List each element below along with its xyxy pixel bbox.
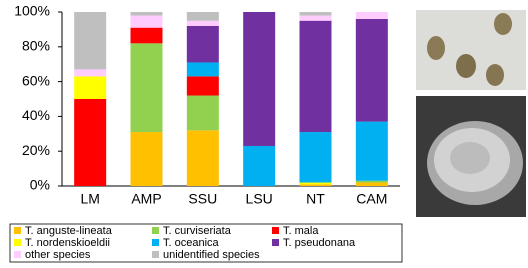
- photo-bottom: [416, 96, 526, 217]
- bar-segment: [243, 12, 275, 146]
- legend-swatch: [152, 227, 159, 234]
- legend-swatch: [272, 239, 279, 246]
- figure: 0% 20% 40% 60% 80% 100% LM AMP SSU LSU NT CAM T. ang…: [0, 0, 528, 263]
- y-tick-label: 0%: [30, 177, 50, 193]
- bar-segment: [356, 12, 388, 19]
- bar-segment: [356, 122, 388, 181]
- legend-label: T. oceanica: [163, 237, 220, 249]
- photo-top: [416, 10, 526, 90]
- legend-label: T. mala: [283, 225, 319, 237]
- legend-label: T. curviseriata: [163, 225, 232, 237]
- legend-label: other species: [25, 249, 91, 261]
- x-tick-label: LM: [80, 191, 99, 207]
- legend-swatch: [14, 227, 21, 234]
- x-tick-label: SSU: [188, 191, 217, 207]
- legend-label: T. pseudonana: [283, 237, 356, 249]
- bar-segment: [300, 15, 332, 20]
- bar-segment: [300, 12, 332, 15]
- bar-segment: [74, 12, 106, 69]
- legend-label: unidentified species: [163, 249, 260, 261]
- y-tick-label: 80%: [22, 38, 50, 54]
- legend-label: T. anguste-lineata: [25, 225, 113, 237]
- bar-segment: [356, 19, 388, 122]
- legend-swatch: [152, 239, 159, 246]
- bar-segment: [300, 132, 332, 182]
- bar-segment: [300, 183, 332, 185]
- bar-segment: [356, 183, 388, 186]
- y-tick-label: 20%: [22, 142, 50, 158]
- bar-segment: [131, 15, 163, 27]
- bar-segment: [187, 12, 219, 21]
- legend-label: T. nordenskioeldii: [25, 237, 110, 249]
- bar-segment: [74, 99, 106, 186]
- y-tick-label: 40%: [22, 107, 50, 123]
- bar-segment: [187, 76, 219, 95]
- bar-segment: [300, 184, 332, 186]
- bar-segment: [356, 181, 388, 183]
- x-tick-label: AMP: [131, 191, 161, 207]
- bar-segment: [187, 26, 219, 63]
- bar-segment: [74, 69, 106, 76]
- bar-segment: [187, 21, 219, 26]
- bar-segment: [131, 43, 163, 132]
- bar-segment: [131, 28, 163, 44]
- legend-swatch: [152, 251, 159, 258]
- legend-swatch: [14, 251, 21, 258]
- bar-segment: [131, 12, 163, 15]
- bar-segment: [74, 76, 106, 99]
- y-tick-label: 60%: [22, 72, 50, 88]
- x-tick-label: NT: [306, 191, 325, 207]
- x-tick-label: LSU: [246, 191, 273, 207]
- bar-segment: [187, 62, 219, 76]
- x-tick-label: CAM: [356, 191, 387, 207]
- bar-segment: [187, 96, 219, 131]
- legend-swatch: [272, 227, 279, 234]
- bar-segment: [187, 130, 219, 186]
- bar-segment: [300, 21, 332, 132]
- y-tick-label: 100%: [14, 3, 50, 19]
- bar-segment: [131, 132, 163, 186]
- bar-segment: [243, 146, 275, 186]
- legend-swatch: [14, 239, 21, 246]
